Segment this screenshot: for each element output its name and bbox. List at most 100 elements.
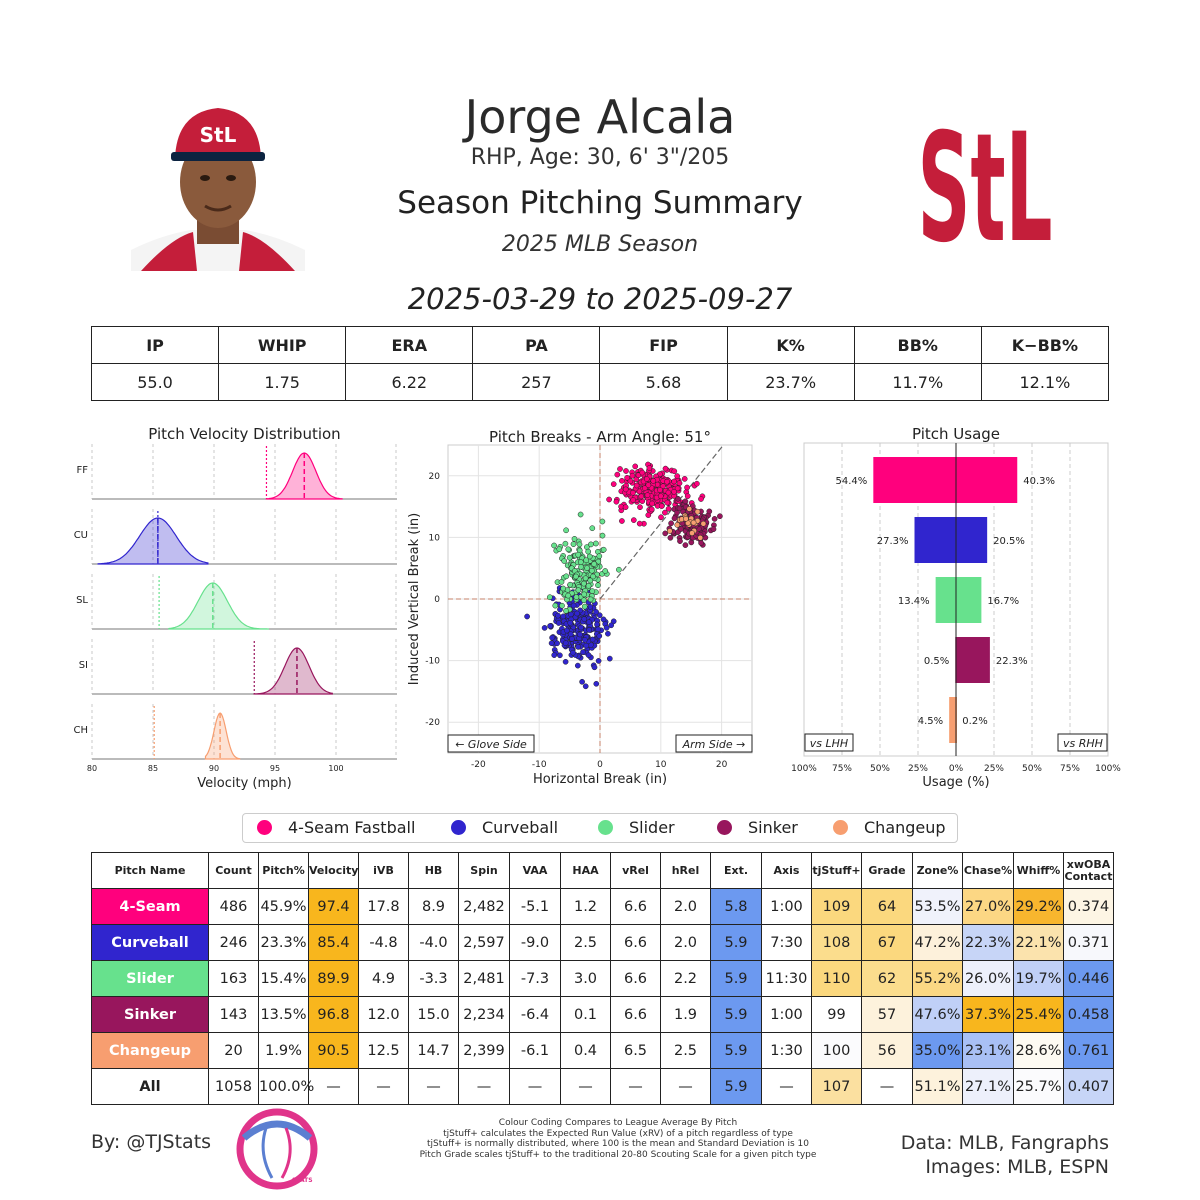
x-tick-label: -10 (532, 760, 547, 770)
pitch-point (650, 478, 657, 484)
table-row: 4-Seam 486 45.9% 97.4 17.8 8.9 2,482 -5.1 1.2 6.6… (91, 888, 1114, 925)
table-cell: 47.2% (912, 924, 963, 961)
pitch-point (595, 626, 601, 633)
table-cell: — (610, 1068, 661, 1105)
pitch-point (546, 594, 553, 601)
pitch-point (664, 478, 670, 485)
pitch-point (682, 542, 689, 548)
table-cell: 100.0% (258, 1068, 314, 1105)
summary-header: K−BB% (980, 326, 1110, 364)
table-cell: — (509, 1068, 561, 1105)
summary-header: PA (472, 326, 601, 364)
pitch-point (567, 619, 574, 626)
pitch-point (614, 471, 621, 478)
table-cell: 5.9 (710, 924, 762, 961)
pitch-name-cell: All (91, 1068, 209, 1105)
table-cell: 67 (861, 924, 913, 961)
pitch-point (595, 658, 602, 664)
x-tick-label: 100% (1095, 764, 1121, 774)
pitch-point (576, 541, 583, 548)
legend-item: 4-Seam Fastball (257, 817, 415, 839)
scatter-series (546, 511, 622, 614)
pitch-point (579, 678, 585, 685)
pitch-point (678, 526, 684, 532)
pitch-point (588, 541, 594, 548)
author-credit: By: @TJStats (91, 1131, 212, 1153)
summary-header: BB% (853, 326, 982, 364)
table-cell: 246 (208, 924, 259, 961)
pitch-point (582, 683, 589, 690)
svg-text:StL: StL (200, 123, 237, 147)
x-tick-label: 50% (870, 764, 890, 774)
pitch-point (619, 518, 625, 524)
x-tick-label: 10 (655, 760, 667, 770)
pitch-name-cell: Changeup (91, 1032, 209, 1069)
row-label: SL (76, 595, 88, 606)
table-cell: -6.4 (509, 996, 561, 1033)
pitch-point (645, 482, 652, 488)
pitch-point (596, 612, 603, 619)
column-header: HB (408, 852, 459, 889)
pitch-point (684, 493, 691, 499)
pitch-point (606, 655, 613, 662)
table-cell: 2,597 (458, 924, 510, 961)
pitch-point (602, 568, 609, 574)
column-header: Axis (761, 852, 812, 889)
legend-item: Changeup (833, 817, 946, 839)
pitch-point (622, 504, 629, 511)
pitch-point (575, 587, 582, 594)
pitch-point (674, 485, 681, 492)
pitch-point (632, 463, 639, 470)
y-tick-label: 0 (434, 595, 440, 605)
pitch-point (622, 486, 629, 493)
pitch-point (662, 530, 669, 537)
usage-label-lhh: 4.5% (918, 716, 943, 727)
pitch-point (665, 505, 672, 512)
table-cell: 45.9% (258, 888, 309, 925)
table-cell: 85.4 (308, 924, 359, 961)
pitch-breaks-chart: Pitch Breaks - Arm Angle: 51° -20 -10 0 10 20… (407, 428, 753, 787)
table-cell: 23.3% (258, 924, 309, 961)
column-header: xwOBA Contact (1063, 852, 1114, 889)
table-cell: 12.5 (358, 1032, 409, 1069)
table-cell: 5.9 (710, 960, 762, 997)
pitch-point (593, 540, 599, 547)
pitch-point (565, 546, 572, 553)
lhh-box (804, 733, 854, 752)
pitch-point (684, 484, 690, 491)
pitch-point (636, 520, 643, 527)
pitch-legend: 4-Seam Fastball Curveball Slider Sinker Chan… (242, 813, 958, 843)
x-axis-label: Velocity (mph) (197, 776, 291, 790)
pitch-point (591, 664, 598, 671)
table-cell: 53.5% (912, 888, 963, 925)
x-tick-label: 100 (328, 764, 343, 773)
x-tick-label: 75% (832, 764, 852, 774)
usage-label-rhh: 40.3% (1023, 476, 1055, 487)
usage-label-lhh: 0.5% (924, 656, 949, 667)
y-tick-label: 10 (429, 533, 441, 543)
column-header: Spin (458, 852, 510, 889)
pitch-point (558, 579, 565, 585)
pitch-point (649, 500, 656, 507)
pitch-point (698, 540, 704, 546)
image-source-line: Images: MLB, ESPN (925, 1156, 1109, 1178)
pitch-name-cell: Sinker (91, 996, 209, 1033)
breaks-chart-title: Pitch Breaks - Arm Angle: 51° (489, 428, 711, 446)
usage-label-lhh: 54.4% (836, 476, 868, 487)
pitch-point (717, 513, 723, 520)
pitch-point (557, 652, 563, 659)
table-cell: -5.1 (509, 888, 561, 925)
pitch-point (668, 520, 674, 527)
pitch-point (643, 476, 650, 482)
pitch-point (552, 602, 559, 609)
table-cell: 29.2% (1013, 888, 1064, 925)
velocity-row-sl: SL (76, 574, 397, 630)
legend-marker (717, 820, 732, 835)
pitch-point (641, 485, 648, 491)
table-cell: 486 (208, 888, 259, 925)
pitch-point (571, 536, 578, 542)
usage-bar-rhh (956, 637, 990, 683)
pitch-point (563, 627, 570, 634)
table-cell: 3.0 (560, 960, 611, 997)
pitch-point (582, 575, 589, 582)
